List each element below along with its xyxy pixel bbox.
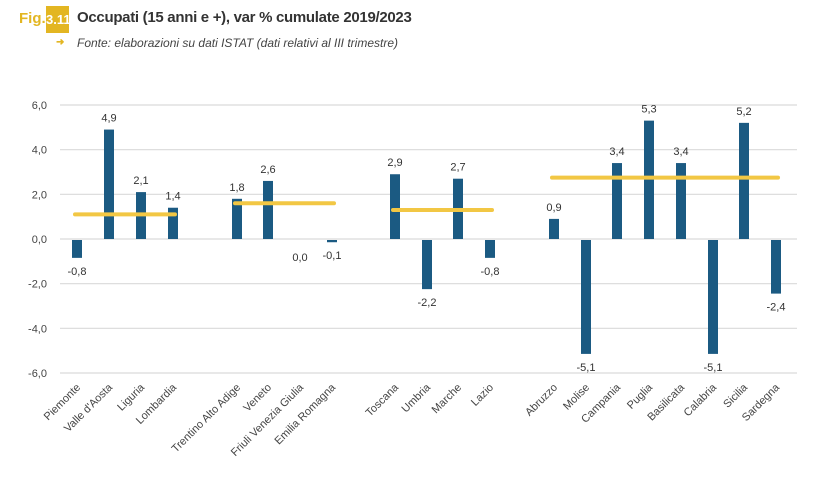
value-label: 3,4 bbox=[609, 146, 624, 158]
value-label: 5,2 bbox=[736, 106, 751, 118]
value-label: 2,7 bbox=[450, 162, 465, 174]
chart-title: Occupati (15 anni e +), var % cumulate 2… bbox=[77, 9, 412, 26]
value-label: -0,8 bbox=[68, 266, 87, 278]
bar bbox=[485, 240, 495, 258]
category-label: Emilia Romagna bbox=[273, 381, 339, 447]
bar bbox=[771, 240, 781, 294]
arrow-right-icon: ➜ bbox=[56, 37, 65, 48]
value-label: -2,2 bbox=[418, 297, 437, 309]
figure-header: Fig. 3.11 Occupati (15 anni e +), var % … bbox=[0, 0, 836, 60]
value-label: 2,6 bbox=[260, 164, 275, 176]
bar bbox=[739, 122, 749, 239]
value-label: -5,1 bbox=[577, 362, 596, 374]
value-label: 3,4 bbox=[673, 146, 688, 158]
category-label: Lazio bbox=[469, 382, 496, 409]
bar bbox=[327, 240, 337, 243]
bar bbox=[232, 198, 242, 239]
value-label: -2,4 bbox=[767, 302, 786, 314]
value-label: 1,4 bbox=[165, 191, 180, 203]
bar bbox=[72, 240, 82, 258]
gridlines: 6,0 4,0 2,0 0,0 -2,0 -4,0 -6,0 bbox=[28, 100, 797, 380]
bar bbox=[708, 240, 718, 354]
value-label: 4,9 bbox=[101, 113, 116, 125]
value-label: 2,1 bbox=[133, 175, 148, 187]
bar bbox=[676, 163, 686, 239]
value-label: 5,3 bbox=[641, 104, 656, 116]
value-label: 0,9 bbox=[546, 202, 561, 214]
value-label: 0,0 bbox=[292, 252, 307, 264]
y-tick-label: 4,0 bbox=[32, 145, 47, 157]
category-label: Trentino Alto Adige bbox=[170, 382, 243, 455]
category-label: Marche bbox=[430, 382, 464, 416]
y-tick-label: -6,0 bbox=[28, 368, 47, 380]
value-label: -0,8 bbox=[481, 266, 500, 278]
bar bbox=[263, 180, 273, 239]
value-label: 2,9 bbox=[387, 157, 402, 169]
category-label: Abruzzo bbox=[523, 382, 560, 419]
figure-number-badge: 3.11 bbox=[46, 6, 71, 33]
chart-source: Fonte: elaborazioni su dati ISTAT (dati … bbox=[77, 36, 399, 50]
bar bbox=[104, 129, 114, 239]
y-tick-label: -4,0 bbox=[28, 323, 47, 335]
category-label: Sicilia bbox=[721, 381, 750, 410]
value-label: 1,8 bbox=[229, 182, 244, 194]
bar bbox=[390, 174, 400, 239]
y-tick-label: -2,0 bbox=[28, 279, 47, 291]
bar bbox=[549, 218, 559, 239]
value-labels: -0,8 4,9 2,1 1,4 1,8 2,6 0,0 -0,1 2,9 -2,2 2,7 -0,8… bbox=[68, 104, 786, 374]
value-label: -0,1 bbox=[323, 250, 342, 262]
value-label: -5,1 bbox=[704, 362, 723, 374]
category-label: Puglia bbox=[625, 381, 656, 412]
bar bbox=[581, 240, 591, 354]
category-label: Calabria bbox=[682, 381, 720, 419]
category-label: Toscana bbox=[364, 381, 402, 419]
bar bbox=[422, 240, 432, 290]
group-average-lines bbox=[73, 175, 780, 217]
y-tick-label: 6,0 bbox=[32, 100, 47, 112]
bar bbox=[168, 207, 178, 239]
figure-prefix: Fig. bbox=[19, 10, 46, 27]
y-tick-label: 2,0 bbox=[32, 189, 47, 201]
bar bbox=[612, 163, 622, 239]
category-label: Umbria bbox=[400, 381, 434, 415]
bar bbox=[644, 120, 654, 239]
y-tick-label: 0,0 bbox=[32, 234, 47, 246]
